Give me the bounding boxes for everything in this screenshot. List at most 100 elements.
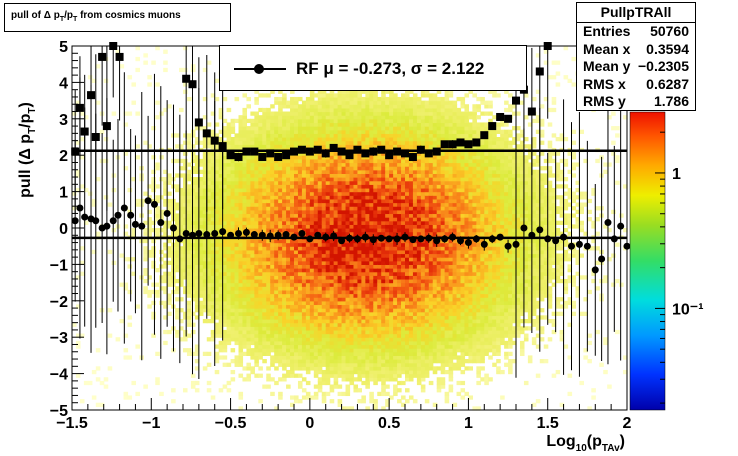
heatmap-cell [405,293,410,298]
heatmap-cell [365,202,370,207]
heatmap-cell [341,289,347,295]
heatmap-cell [329,140,335,145]
heatmap-cell [385,206,390,211]
heatmap-cell [377,355,382,360]
heatmap-cell [416,184,422,189]
heatmap-cell [297,158,303,164]
heatmap-cell [175,228,180,233]
heatmap-cell [341,93,347,98]
heatmap-cell [179,308,184,313]
heatmap-cell [321,315,327,320]
heatmap-cell [412,228,418,233]
heatmap-cell [321,260,327,265]
heatmap-cell [206,249,212,255]
heatmap-cell [381,355,386,360]
heatmap-cell [313,246,319,251]
heatmap-cell [337,202,343,207]
heatmap-cell [238,275,244,280]
heatmap-cell [301,286,307,291]
heatmap-cell [385,257,390,262]
heatmap-cell [373,115,378,120]
heatmap-cell [381,220,386,225]
heatmap-cell [294,158,299,164]
heatmap-cell [420,337,426,342]
heatmap-cell [401,107,406,113]
heatmap-cell [357,195,362,200]
heatmap-cell [365,329,370,335]
heatmap-cell [369,253,374,258]
heatmap-cell [286,340,291,346]
heatmap-cell [266,384,271,389]
heatmap-cell [369,311,374,316]
heatmap-cell [416,311,422,316]
heatmap-cell [294,137,299,142]
heatmap-cell [309,395,315,400]
heatmap-cell [385,246,390,251]
heatmap-cell [238,293,244,298]
heatmap-cell [286,322,291,327]
heatmap-cell [186,195,192,200]
heatmap-cell [325,224,331,229]
heatmap-cell [226,140,232,145]
heatmap-cell [401,348,406,353]
heatmap-cell [155,209,160,215]
heatmap-cell [194,297,200,302]
heatmap-cell [258,271,263,276]
heatmap-cell [206,184,212,189]
heatmap-cell [309,304,315,309]
heatmap-cell [230,206,236,211]
heatmap-cell [214,308,220,313]
heatmap-cell [416,206,422,211]
heatmap-cell [179,217,184,222]
heatmap-cell [321,373,327,378]
heatmap-cell [297,384,303,389]
heatmap-cell [357,122,362,127]
heatmap-cell [420,187,426,193]
heatmap-cell [373,293,378,298]
heatmap-cell [321,126,327,131]
heatmap-cell [317,118,323,124]
heatmap-cell [282,344,287,349]
heatmap-cell [143,53,148,58]
heatmap-cell [420,388,426,393]
heatmap-cell [393,93,398,98]
heatmap-cell [361,308,366,313]
heatmap-cell [238,286,244,291]
heatmap-cell [163,329,168,335]
heatmap-cell [297,308,303,313]
heatmap-cell [234,224,240,229]
heatmap-cell [341,100,347,105]
heatmap-cell [337,115,343,120]
heatmap-cell [222,129,228,134]
heatmap-cell [373,373,378,378]
heatmap-cell [385,169,390,174]
heatmap-cell [337,180,343,185]
heatmap-cell [408,315,414,320]
heatmap-cell [325,209,331,215]
heatmap-cell [393,373,398,378]
heatmap-cell [210,220,216,225]
heatmap-cell [210,297,216,302]
heatmap-cell [389,224,394,229]
heatmap-cell [305,158,311,164]
heatmap-cell [222,257,228,262]
heatmap-cell [238,220,244,225]
heatmap-cell [408,213,414,218]
heatmap-cell [294,344,299,349]
heatmap-cell [274,228,279,233]
heatmap-cell [357,224,362,229]
heatmap-cell [190,129,196,134]
heatmap-cell [75,333,81,338]
heatmap-cell [333,129,339,134]
heatmap-cell [79,184,85,189]
heatmap-cell [190,311,196,316]
heatmap-cell [377,202,382,207]
heatmap-cell [270,362,275,367]
heatmap-cell [290,184,295,189]
heatmap-cell [305,264,311,269]
heatmap-cell [408,362,414,367]
heatmap-cell [190,271,196,276]
heatmap-cell [262,187,267,193]
heatmap-cell [270,260,275,265]
heatmap-cell [373,169,378,174]
